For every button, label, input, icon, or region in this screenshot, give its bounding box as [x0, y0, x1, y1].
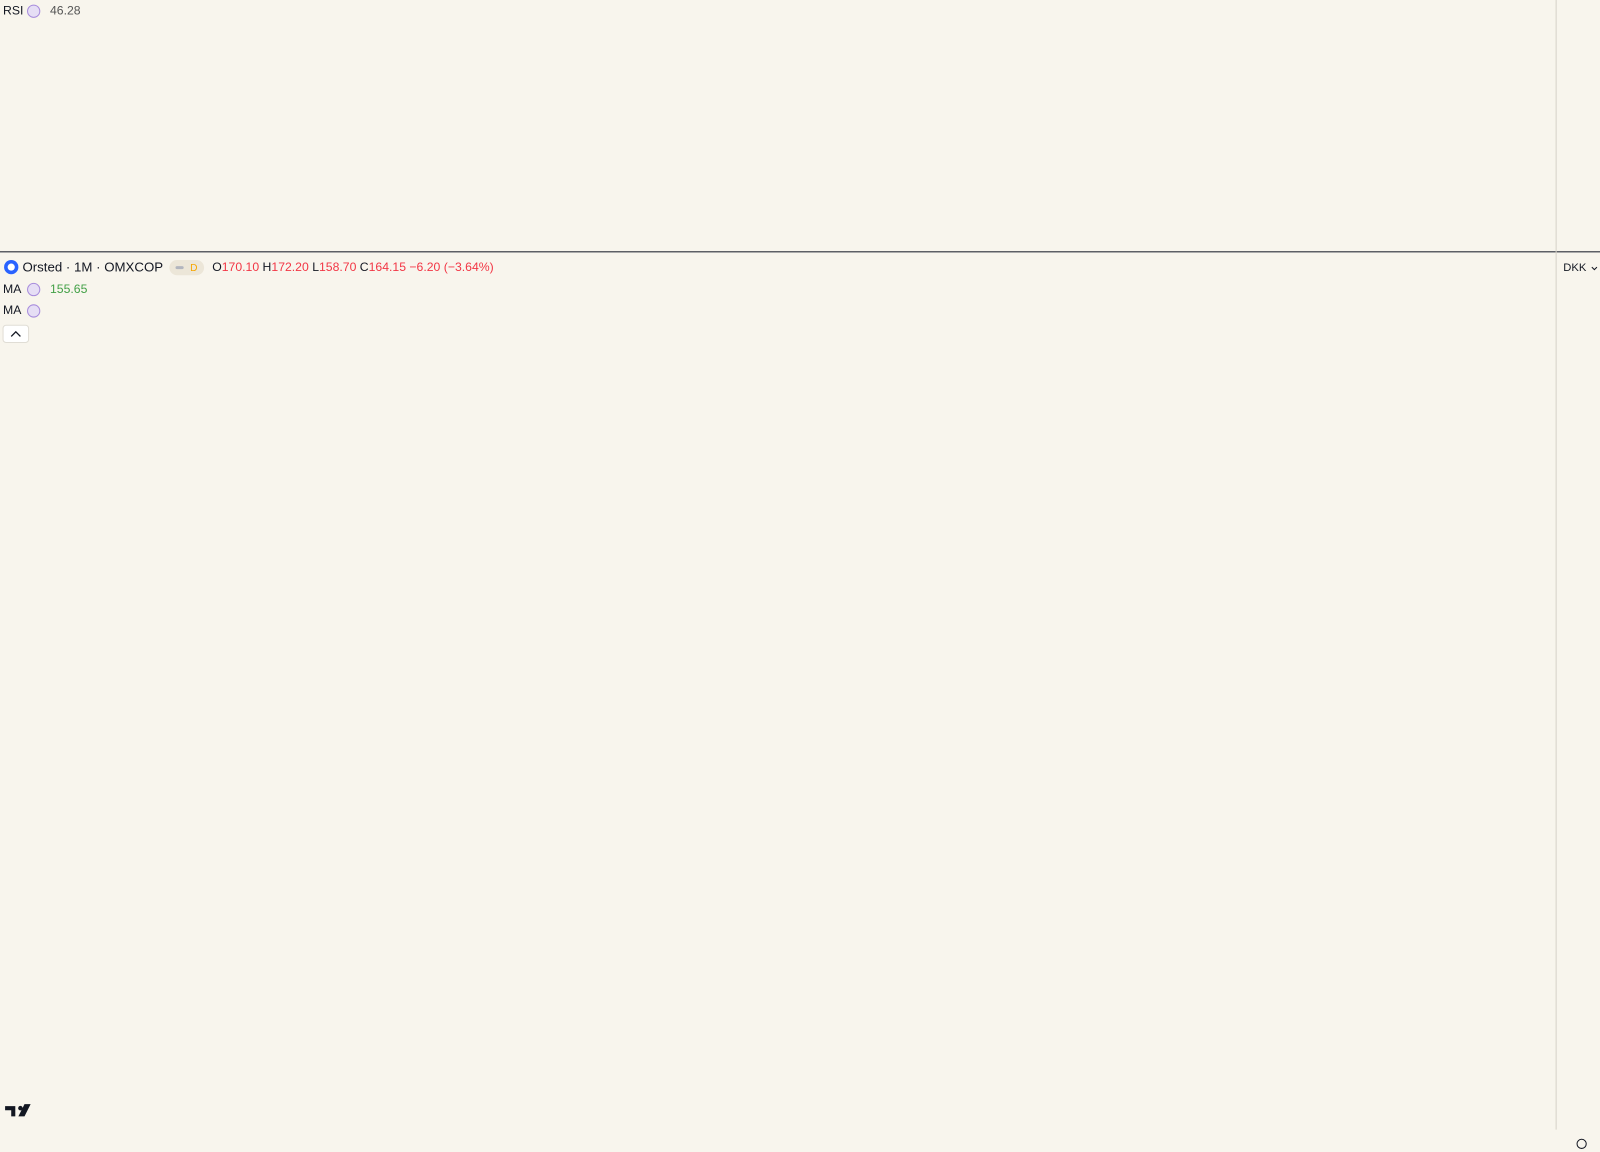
change: −6.20 (−3.64%) [409, 260, 493, 274]
logo-part [18, 1105, 23, 1111]
ohlc-key: H [263, 260, 272, 274]
collapse-icon [10, 330, 21, 337]
settings-icon[interactable] [1576, 1138, 1587, 1149]
rsi-title: RSI [3, 3, 23, 17]
logo-part [18, 1104, 31, 1117]
logo-part [5, 1106, 16, 1117]
ohlc-key: O [212, 260, 222, 274]
indicator-name: MA [3, 282, 22, 296]
indicator-icon[interactable] [27, 304, 41, 318]
ohlc-legend: O170.10 H172.20 L158.70 C164.15 −6.20 (−… [212, 260, 493, 274]
currency-chevron [1591, 266, 1598, 271]
ohlc-value: 172.20 [271, 260, 309, 274]
ohlc-value: 158.70 [319, 260, 357, 274]
badge[interactable] [169, 259, 205, 276]
collapse-button[interactable] [2, 324, 30, 344]
ohlc-key: L [312, 260, 319, 274]
symbol-icon-inner [7, 263, 15, 271]
ohlc-value: 164.15 [369, 260, 407, 274]
ohlc-value: 170.10 [222, 260, 260, 274]
indicator-name: MA [3, 303, 22, 317]
symbol-title[interactable]: Orsted · 1M · OMXCOP [22, 260, 163, 275]
badge-text: D [190, 263, 197, 274]
indicator-icon[interactable] [27, 4, 41, 18]
indicator-value: 155.65 [50, 282, 88, 296]
rsi-value: 46.28 [50, 3, 81, 17]
ohlc-key: C [360, 260, 369, 274]
badge-dash [175, 266, 184, 270]
logo [5, 1104, 31, 1117]
currency[interactable]: DKK [1563, 262, 1587, 274]
indicator-icon[interactable] [27, 282, 41, 297]
